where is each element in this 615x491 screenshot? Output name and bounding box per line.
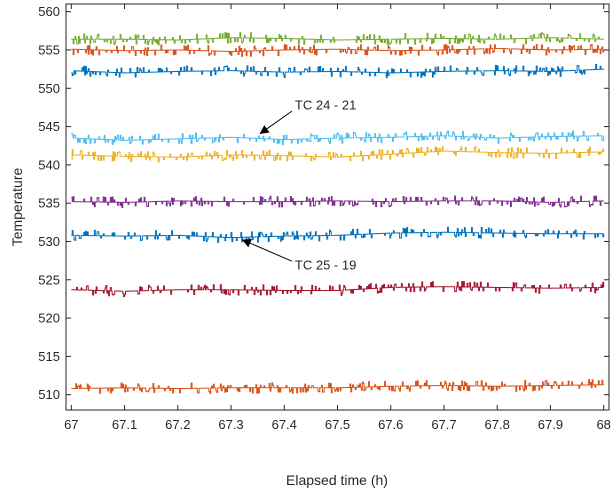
axes-layer: 67 67.1 67.2 67.3 67.4 67.5 67.6 67.7 67.8 67.9 68… xyxy=(38,3,611,432)
series-line-3 xyxy=(71,63,605,79)
series-layer xyxy=(71,32,605,394)
series-line-6 xyxy=(71,195,605,209)
series-line-1 xyxy=(71,32,605,46)
y-tick-label: 510 xyxy=(38,387,60,402)
x-tick-label: 67.2 xyxy=(165,417,190,432)
y-tick-label: 520 xyxy=(38,311,60,326)
series-line-5 xyxy=(71,146,605,163)
x-tick-label: 67.3 xyxy=(218,417,243,432)
y-tick-label: 540 xyxy=(38,157,60,172)
x-tick-label: 67.8 xyxy=(485,417,510,432)
annotation-label-1: TC 24 - 21 xyxy=(295,98,356,113)
x-tick-label: 67.9 xyxy=(538,417,563,432)
series-line-9 xyxy=(71,379,605,394)
series-line-4 xyxy=(71,130,605,146)
series-line-8 xyxy=(71,281,605,298)
y-tick-label: 525 xyxy=(38,272,60,287)
x-tick-label: 67.7 xyxy=(431,417,456,432)
x-tick-label: 67.4 xyxy=(272,417,297,432)
x-tick-label: 67.6 xyxy=(378,417,403,432)
y-tick-label: 560 xyxy=(38,4,60,19)
x-tick-label: 67 xyxy=(64,417,78,432)
annotation-arrow-1 xyxy=(259,110,293,134)
y-tick-label: 545 xyxy=(38,119,60,134)
annotation-label-2: TC 25 - 19 xyxy=(295,258,356,273)
y-tick-label: 515 xyxy=(38,349,60,364)
x-tick-label: 67.5 xyxy=(325,417,350,432)
x-tick-label: 68 xyxy=(596,417,610,432)
series-line-2 xyxy=(71,43,605,57)
series-line-7 xyxy=(71,226,605,243)
annotation-arrow-2 xyxy=(241,239,293,262)
y-tick-label: 530 xyxy=(38,234,60,249)
y-tick-label: 535 xyxy=(38,196,60,211)
annotation-layer: TC 24 - 21 TC 25 - 19 xyxy=(241,98,356,273)
x-axis-label: Elapsed time (h) xyxy=(286,472,388,488)
x-tick-label: 67.1 xyxy=(112,417,137,432)
y-axis-label: Temperature xyxy=(9,167,25,246)
y-tick-label: 550 xyxy=(38,81,60,96)
y-tick-label: 555 xyxy=(38,42,60,57)
